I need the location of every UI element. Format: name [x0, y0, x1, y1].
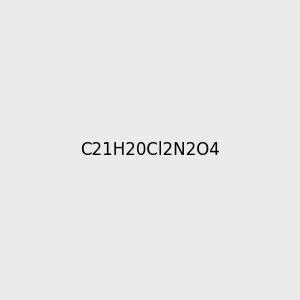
- Text: C21H20Cl2N2O4: C21H20Cl2N2O4: [80, 141, 220, 159]
